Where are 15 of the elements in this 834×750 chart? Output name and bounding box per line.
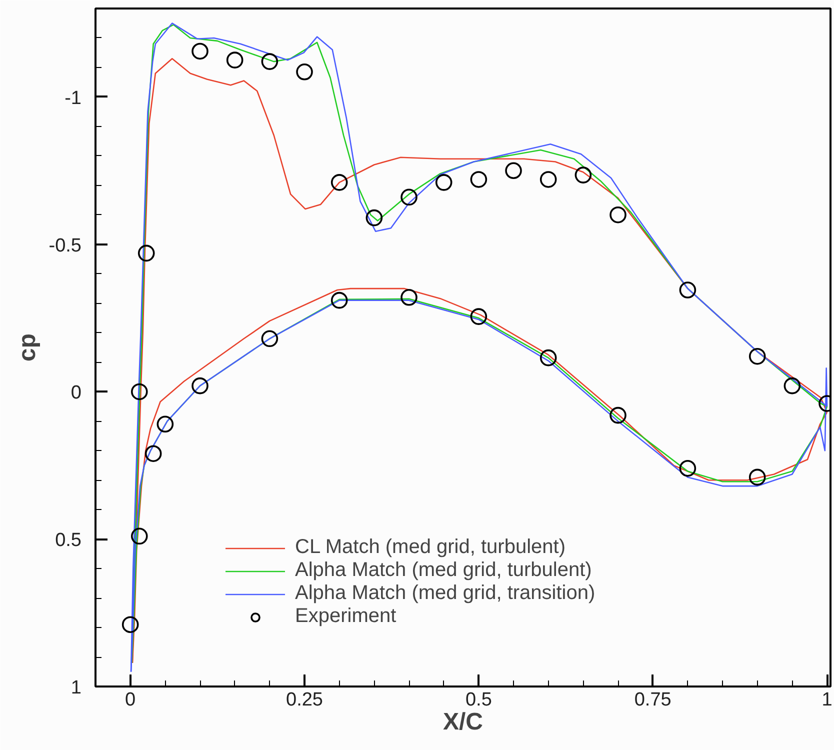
x-tick-label: 1 [822, 690, 832, 710]
x-tick-label: 0.25 [286, 690, 323, 710]
y-tick-label: -0.5 [48, 235, 82, 256]
legend-label: Alpha Match (med grid, transition) [295, 582, 596, 605]
x-tick-label: 0.5 [465, 690, 492, 710]
legend-label: Alpha Match (med grid, turbulent) [295, 559, 592, 582]
x-axis-title: X/C [442, 708, 484, 736]
y-tick-label: 0.5 [55, 530, 82, 552]
x-tick-label: 0 [125, 690, 136, 710]
y-tick-label: 0 [70, 382, 82, 404]
y-axis-title: cp [14, 333, 41, 362]
x-tick-label: 0.75 [634, 690, 672, 710]
legend-label: CL Match (med grid, turbulent) [295, 536, 566, 559]
y-tick-label: -1 [64, 88, 82, 109]
legend-label: Experiment [295, 605, 396, 628]
